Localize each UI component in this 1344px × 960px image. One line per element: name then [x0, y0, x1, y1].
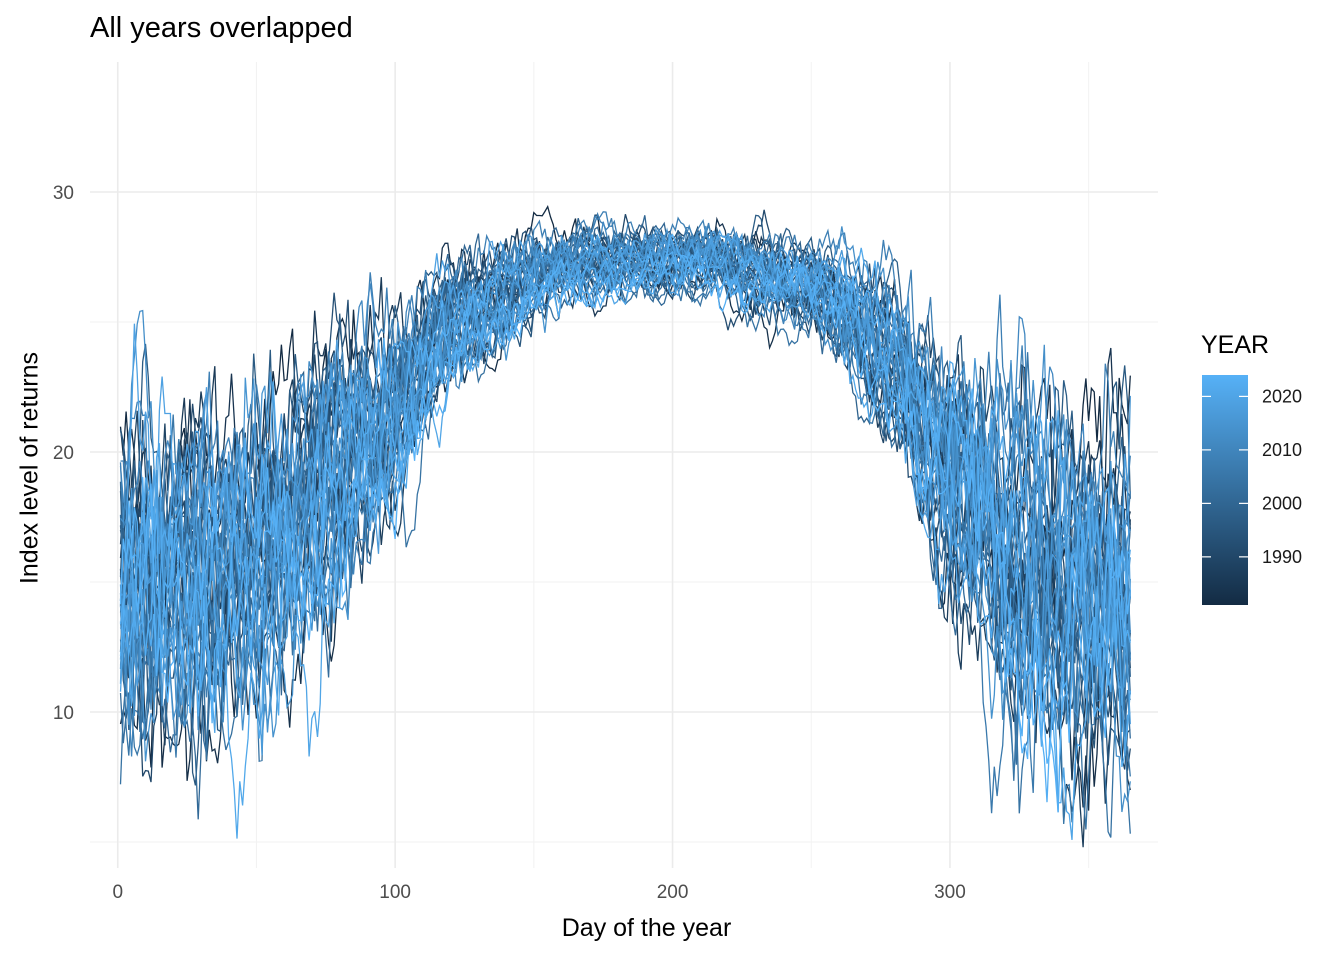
series-line-2016 [119, 227, 1131, 706]
y-tick-label: 10 [53, 703, 74, 724]
y-tick-label: 20 [53, 443, 74, 464]
tick-layer: 0 100 200 300 10 20 30 [53, 183, 966, 903]
x-tick-label: 100 [379, 882, 411, 903]
legend-tick-label: 2020 [1262, 386, 1302, 406]
legend-tick-label: 2010 [1262, 440, 1302, 460]
legend-tick-label: 2000 [1262, 493, 1302, 513]
y-axis-label: Index level of returns [15, 351, 44, 585]
series-line-2024 [119, 233, 1131, 764]
x-tick-label: 0 [112, 882, 123, 903]
x-tick-label: 300 [934, 882, 966, 903]
color-legend: 1990 2000 2010 2020 [1202, 375, 1302, 605]
series-line-2019 [119, 229, 1131, 753]
series-line-2018 [119, 232, 1131, 721]
chart-title: All years overlapped [90, 12, 353, 44]
series-layer [119, 205, 1131, 848]
series-line-2022 [119, 240, 1131, 813]
series-line-2023 [119, 249, 1131, 813]
color-bar [1202, 375, 1248, 605]
x-tick-label: 200 [657, 882, 689, 903]
y-tick-label: 30 [53, 183, 74, 204]
series-line-2007 [120, 211, 1131, 712]
legend-title: YEAR [1201, 331, 1270, 359]
x-axis-label: Day of the year [561, 914, 732, 942]
legend-tick-label: 1990 [1262, 547, 1302, 567]
